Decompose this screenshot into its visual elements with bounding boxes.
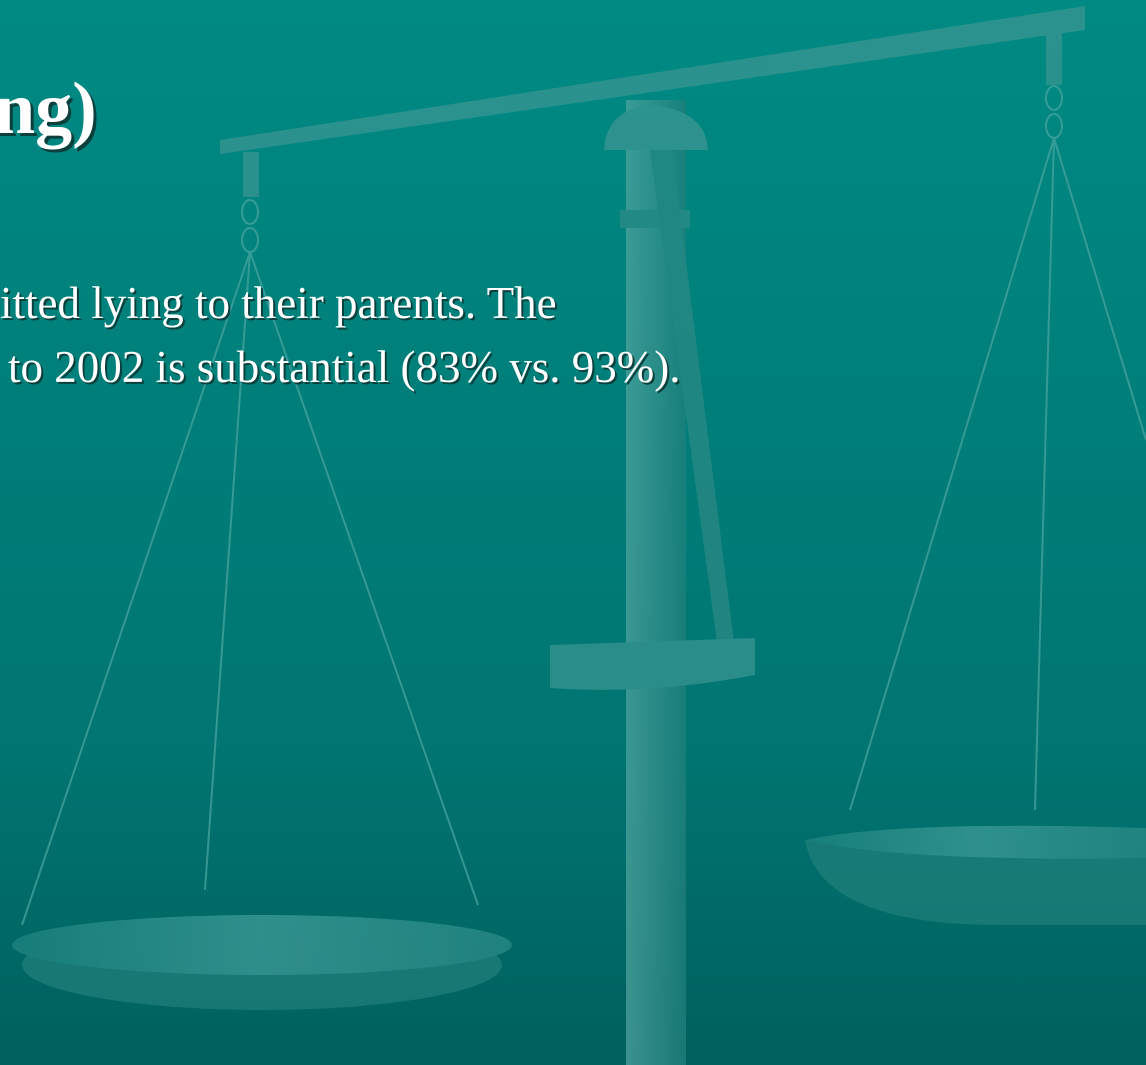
- body-line: to 2002 is substantial (83% vs. 93%).: [8, 342, 680, 392]
- scale-illustration: [12, 6, 1146, 1065]
- title-shadow: ng): [0, 71, 100, 153]
- body-line-shadow: to 2002 is substantial (83% vs. 93%).: [10, 344, 682, 394]
- right-hanger: [1046, 30, 1062, 85]
- pointer: [650, 150, 735, 650]
- title: ng): [0, 68, 97, 150]
- right-pan: [805, 825, 1146, 859]
- left-pan: [12, 915, 512, 975]
- body-line: itted lying to their parents. The: [0, 278, 557, 328]
- post-cap: [604, 105, 708, 150]
- right-pan-bowl: [805, 840, 1146, 925]
- crossbar: [550, 638, 755, 690]
- strings: [21, 85, 1146, 926]
- beam: [220, 6, 1085, 154]
- body-line-shadow: itted lying to their parents. The: [2, 280, 559, 330]
- left-hanger: [243, 152, 259, 197]
